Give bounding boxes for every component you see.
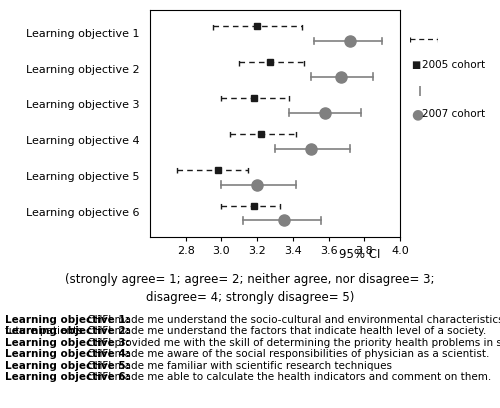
Text: CHFI made me aware of the social responsibilities of physician as a scientist.: CHFI made me aware of the social respons…	[84, 349, 489, 359]
Text: CHFI made me able to calculate the health indicators and comment on them.: CHFI made me able to calculate the healt…	[84, 372, 491, 382]
Text: Learning objective 3: Learning objective 3	[26, 100, 140, 111]
Text: Learning objective 2:: Learning objective 2:	[5, 326, 130, 337]
Text: future patients.: future patients.	[5, 326, 86, 336]
Text: Learning objective 5:: Learning objective 5:	[5, 361, 130, 371]
Text: (strongly agree= 1; agree= 2; neither agree, nor disagree= 3;: (strongly agree= 1; agree= 2; neither ag…	[65, 273, 435, 286]
Text: Learning objective 1: Learning objective 1	[26, 29, 140, 39]
Text: ■: ■	[411, 60, 420, 70]
Text: Learning objective 3:: Learning objective 3:	[5, 338, 130, 348]
Text: 95% CI: 95% CI	[340, 248, 380, 262]
Text: Learning objective 6: Learning objective 6	[26, 208, 140, 218]
Text: Learning objective 4: Learning objective 4	[26, 136, 140, 146]
Text: Learning objective 4:: Learning objective 4:	[5, 349, 130, 359]
Text: Learning objective 5: Learning objective 5	[26, 172, 140, 182]
Text: 2005 cohort: 2005 cohort	[422, 60, 486, 70]
Text: ●: ●	[411, 107, 423, 121]
Text: CHFI provided me with the skill of determining the priority health problems in s: CHFI provided me with the skill of deter…	[84, 338, 500, 348]
Text: 2007 cohort: 2007 cohort	[422, 109, 486, 119]
Text: disagree= 4; strongly disagree= 5): disagree= 4; strongly disagree= 5)	[146, 291, 354, 304]
Text: Learning objective 1:: Learning objective 1:	[5, 315, 130, 325]
Text: CHFI made me understand the socio-cultural and environmental characteristics of : CHFI made me understand the socio-cultur…	[84, 315, 500, 325]
Text: CHFI made me familiar with scientific research techniques: CHFI made me familiar with scientific re…	[84, 361, 392, 371]
Text: CHFI made me understand the factors that indicate health level of a society.: CHFI made me understand the factors that…	[84, 326, 486, 337]
Text: Learning objective 2: Learning objective 2	[26, 64, 140, 75]
Text: Learning objective 6:: Learning objective 6:	[5, 372, 130, 382]
